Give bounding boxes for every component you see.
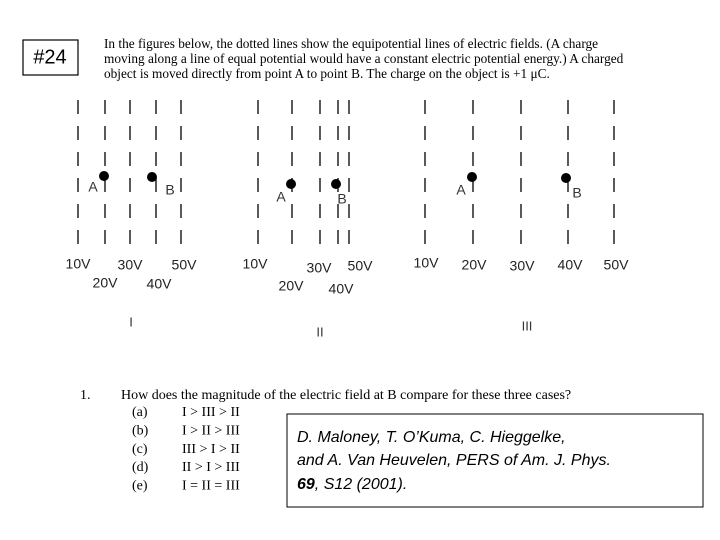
- option-letter: (e): [132, 478, 148, 493]
- voltage-label: 40V: [558, 257, 584, 273]
- voltage-label: 20V: [93, 275, 119, 291]
- charge-point: [286, 179, 296, 189]
- intro-line: object is moved directly from point A to…: [104, 66, 550, 81]
- voltage-label: 20V: [279, 278, 305, 294]
- citation-volume: 69: [297, 476, 315, 493]
- intro-line: In the figures below, the dotted lines s…: [104, 36, 598, 51]
- option-letter: (a): [132, 405, 148, 420]
- voltage-label: 30V: [307, 260, 333, 276]
- citation-box: [286, 413, 704, 508]
- charge-point: [467, 172, 477, 182]
- option-answer: I > II > III: [182, 424, 240, 439]
- figure-number: I: [129, 314, 133, 329]
- option-answer: I = II = III: [182, 478, 240, 493]
- figure-number: II: [316, 324, 323, 339]
- option-letter: (b): [132, 424, 149, 439]
- voltage-label: 50V: [604, 257, 630, 273]
- options: (a) I > III > II (b) I > II > III (c) III > I…: [132, 405, 240, 493]
- voltage-label: 10V: [414, 255, 440, 271]
- intro-line: moving along a line of equal potential w…: [104, 51, 624, 66]
- citation-rest: , S12 (2001).: [315, 476, 408, 493]
- charge-point: [561, 173, 571, 183]
- option-answer: II > I > III: [182, 460, 240, 475]
- voltage-label: 40V: [329, 281, 355, 297]
- voltage-label: 50V: [348, 258, 374, 274]
- voltage-label: 30V: [118, 257, 144, 273]
- citation-line: D. Maloney, T. O’Kuma, C. Hieggelke,: [297, 429, 566, 446]
- voltage-label: 20V: [462, 257, 488, 273]
- point-label: B: [572, 185, 581, 201]
- voltage-label: 10V: [66, 256, 92, 272]
- voltage-label: 40V: [147, 276, 173, 292]
- charge-point: [147, 172, 157, 182]
- question-text: How does the magnitude of the electric f…: [121, 388, 571, 403]
- point-label: B: [337, 191, 346, 207]
- charge-point: [99, 171, 109, 181]
- point-label: A: [456, 182, 466, 198]
- question-number: 1.: [80, 388, 91, 403]
- point-label: B: [165, 182, 174, 198]
- slide-label: #24: [33, 46, 66, 68]
- option-answer: III > I > II: [182, 442, 240, 457]
- option-answer: I > III > II: [182, 405, 240, 420]
- option-letter: (d): [132, 460, 149, 475]
- point-label: A: [276, 189, 286, 205]
- citation-line: and A. Van Heuvelen, PERS of Am. J. Phys…: [297, 452, 611, 469]
- voltage-label: 30V: [510, 258, 536, 274]
- citation-line: 69, S12 (2001).: [297, 476, 407, 493]
- voltage-label: 10V: [243, 256, 269, 272]
- figure-number: III: [522, 318, 533, 333]
- label-box: [22, 39, 79, 76]
- point-label: A: [88, 179, 98, 195]
- charge-point: [331, 179, 341, 189]
- option-letter: (c): [132, 442, 148, 457]
- voltage-label: 50V: [172, 257, 198, 273]
